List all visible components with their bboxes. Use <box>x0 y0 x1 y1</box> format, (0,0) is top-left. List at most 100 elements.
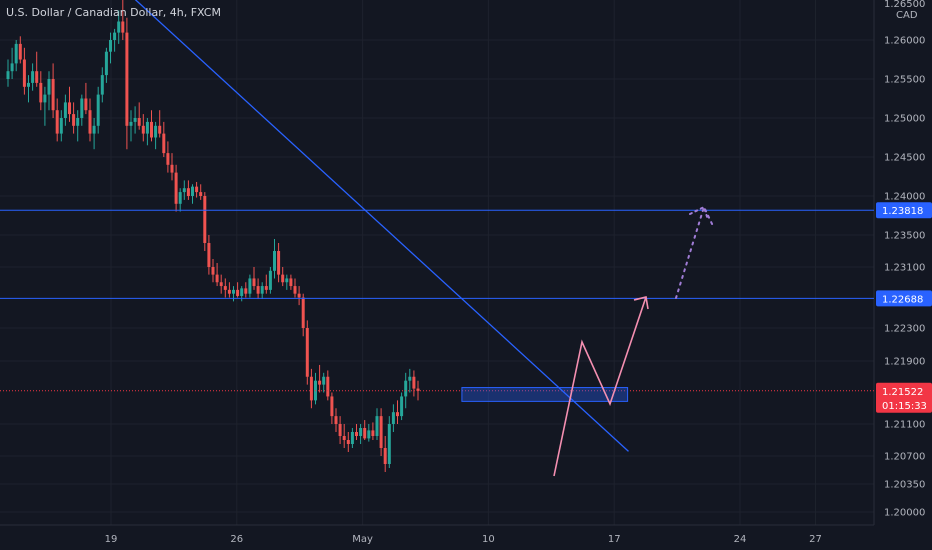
candle-body <box>166 153 170 165</box>
candle-body <box>14 43 18 64</box>
y-tick-label: 1.20700 <box>884 452 925 463</box>
price-tags-layer: 1.23818 1.22688 1.21522 01:15:33 <box>876 202 932 413</box>
x-tick-label: 19 <box>105 534 118 545</box>
candle-body <box>268 270 272 290</box>
candle-body <box>391 412 395 424</box>
y-tick-label-partial: 1.26500 <box>884 0 925 10</box>
candle-body <box>281 274 285 283</box>
y-tick-label: 1.23500 <box>884 231 925 242</box>
y-tick-label: 1.21900 <box>884 357 925 368</box>
candle-body <box>96 94 100 126</box>
candle-body <box>367 430 371 439</box>
candle-body <box>346 440 350 444</box>
candle-body <box>232 289 235 294</box>
candle-body <box>55 110 59 134</box>
candle-body <box>27 82 30 87</box>
candle-body <box>178 192 182 204</box>
candle-body <box>408 376 412 381</box>
candle-body <box>59 118 63 134</box>
candle-body <box>289 278 293 287</box>
support-zone[interactable] <box>461 387 629 402</box>
candle-body <box>203 196 207 243</box>
level-price-label: 1.23818 <box>882 206 923 217</box>
y-tick-label: 1.21100 <box>884 420 925 431</box>
y-tick-label: 1.24500 <box>884 153 925 164</box>
candle-body <box>158 125 162 134</box>
y-tick-label: 1.25500 <box>884 75 925 86</box>
candle-body <box>6 71 10 79</box>
x-tick-label: May <box>352 534 373 545</box>
candle-body <box>186 188 190 196</box>
candle-body <box>264 286 268 290</box>
candle-body <box>145 121 149 134</box>
y-tick-label: 1.25000 <box>884 114 925 125</box>
candle-body <box>305 328 309 377</box>
candle-body <box>100 75 104 95</box>
candle-body <box>199 192 203 196</box>
candle-body <box>47 79 51 95</box>
drawings-layer[interactable] <box>0 0 874 477</box>
candle-body <box>170 164 174 173</box>
candle-body <box>252 278 256 287</box>
candle-body <box>371 430 375 436</box>
current-price-label: 1.21522 <box>882 387 923 398</box>
candle-body <box>182 188 186 193</box>
level-price-tag <box>876 202 932 219</box>
candle-body <box>256 286 260 294</box>
currency-label: CAD <box>896 10 918 21</box>
y-tick-label: 1.26000 <box>884 36 925 47</box>
candle-body <box>80 98 84 118</box>
candle-body <box>379 416 383 448</box>
candle-body <box>92 125 96 134</box>
candle-body <box>22 59 26 87</box>
candle-body <box>277 251 281 275</box>
trendline[interactable] <box>127 0 629 452</box>
candle-body <box>396 412 399 417</box>
projection-path[interactable] <box>553 296 647 477</box>
candle-body <box>375 416 379 436</box>
candle-body <box>88 110 92 134</box>
y-tick-label: 1.24000 <box>884 192 925 203</box>
candle-countdown-label: 01:15:33 <box>882 401 927 412</box>
candle-body <box>322 376 326 385</box>
candle-body <box>248 278 252 294</box>
price-axis[interactable]: 1.26000 1.25500 1.25000 1.24500 1.24000 1.235… <box>873 0 925 525</box>
projection-arrowhead <box>633 296 649 310</box>
candle-body <box>338 424 342 436</box>
level-price-tag <box>876 290 932 307</box>
candle-body <box>301 297 305 328</box>
x-tick-label: 24 <box>734 534 747 545</box>
candle-body <box>133 118 137 122</box>
candle-body <box>76 118 80 126</box>
candle-body <box>244 288 248 294</box>
x-tick-label: 27 <box>809 534 822 545</box>
candle-body <box>387 424 391 464</box>
candle-body <box>10 63 14 72</box>
candle-body <box>162 133 166 154</box>
chart-title: U.S. Dollar / Canadian Dollar, 4h, FXCM <box>6 6 221 19</box>
x-tick-label: 10 <box>482 534 495 545</box>
candle-body <box>39 82 43 103</box>
time-axis[interactable]: 19 26 May 10 17 24 27 <box>0 524 874 545</box>
candle-body <box>240 288 244 296</box>
candle-body <box>416 388 420 391</box>
candle-body <box>215 274 219 283</box>
candle-body <box>150 121 153 138</box>
candle-body <box>359 428 363 436</box>
candle-body <box>35 71 39 83</box>
candle-body <box>318 380 322 385</box>
y-tick-label: 1.22300 <box>884 324 925 335</box>
candle-body <box>273 251 276 271</box>
candle-body <box>227 289 231 294</box>
candle-body <box>72 114 76 126</box>
candle-body <box>219 282 223 287</box>
candle-body <box>84 98 88 111</box>
candle-body <box>293 286 297 294</box>
candle-body <box>195 186 199 193</box>
candle-body <box>141 125 145 134</box>
candle-body <box>31 71 35 83</box>
candle-body <box>330 396 334 417</box>
candle-body <box>363 428 367 439</box>
